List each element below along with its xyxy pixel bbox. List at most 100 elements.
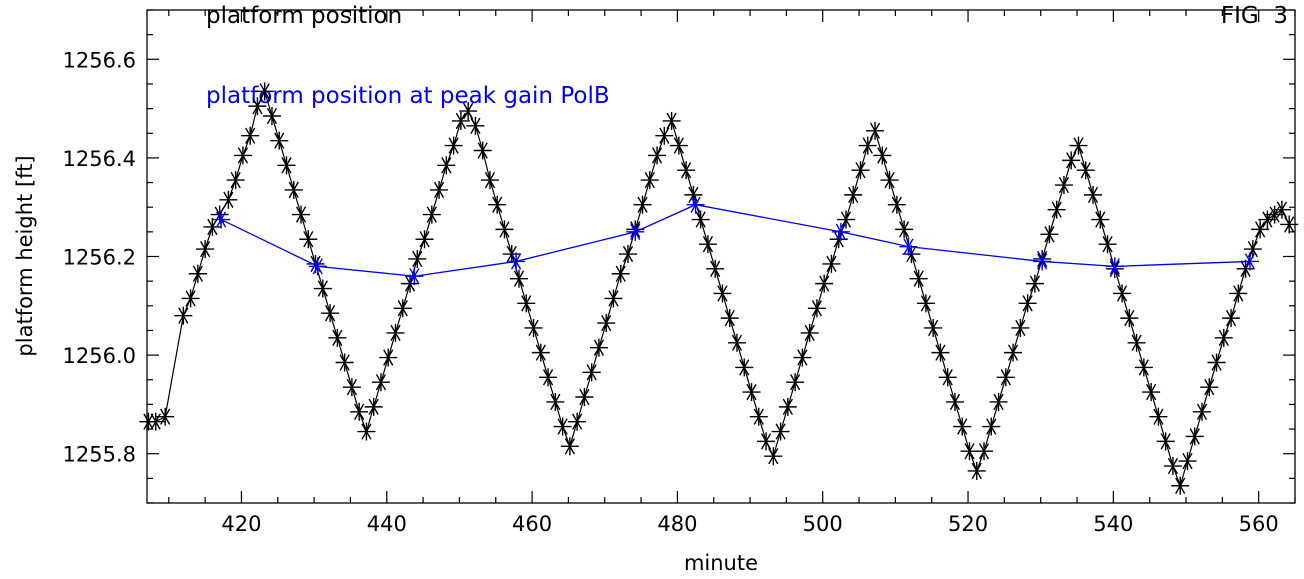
- main-series-point: [975, 442, 994, 461]
- y-tick-label: 1256.0: [63, 344, 136, 368]
- main-series-point: [677, 161, 696, 180]
- main-series-point: [350, 402, 369, 421]
- main-series: [139, 82, 1299, 495]
- main-series-point: [873, 146, 892, 165]
- main-series-point: [691, 210, 710, 229]
- main-series-point: [386, 323, 405, 342]
- peak-series-point: [626, 222, 645, 241]
- main-series-point: [1163, 457, 1182, 476]
- main-series-point: [1054, 176, 1073, 195]
- peak-series-point: [1240, 252, 1259, 271]
- main-series-point: [313, 279, 332, 298]
- main-series-point: [989, 392, 1008, 411]
- main-series-point: [531, 343, 550, 362]
- main-series-point: [633, 195, 652, 214]
- main-series-point: [277, 156, 296, 175]
- peak-series-line: [220, 204, 1250, 277]
- main-series-point: [1192, 402, 1211, 421]
- main-series-point: [662, 111, 681, 130]
- main-series-point: [669, 136, 688, 155]
- x-tick-label: 460: [512, 512, 552, 536]
- main-series-point: [815, 274, 834, 293]
- x-axis-label: minute: [684, 551, 758, 575]
- main-series-point: [328, 328, 347, 347]
- main-series-point: [203, 217, 222, 236]
- main-series-point: [996, 368, 1015, 387]
- main-series-point: [749, 407, 768, 426]
- main-series-point: [967, 461, 986, 480]
- main-series-point: [1069, 136, 1088, 155]
- main-series-point: [188, 264, 207, 283]
- main-series-point: [342, 378, 361, 397]
- peak-series: [212, 195, 1259, 286]
- y-tick-label: 1256.4: [63, 147, 136, 171]
- main-series-point: [568, 412, 587, 431]
- peak-series-point: [1105, 257, 1124, 276]
- main-series-point: [517, 294, 536, 313]
- main-series-point: [858, 136, 877, 155]
- main-series-point: [226, 171, 245, 190]
- main-series-point: [1156, 432, 1175, 451]
- main-series-point: [156, 407, 175, 426]
- peak-series-point: [507, 252, 526, 271]
- main-series-point: [1207, 353, 1226, 372]
- main-series-point: [618, 245, 637, 264]
- main-series-point: [1127, 333, 1146, 352]
- x-tick-label: 500: [803, 512, 843, 536]
- main-series-point: [1178, 452, 1197, 471]
- main-series-point: [335, 353, 354, 372]
- main-series-point: [1098, 235, 1117, 254]
- main-series-point: [1120, 309, 1139, 328]
- x-tick-label: 560: [1239, 512, 1279, 536]
- y-tick-label: 1256.6: [63, 48, 136, 72]
- main-series-point: [589, 338, 608, 357]
- main-series-point: [321, 304, 340, 323]
- main-series-point: [575, 388, 594, 407]
- main-series-point: [284, 180, 303, 199]
- main-series-point: [459, 102, 478, 121]
- main-series-point: [1062, 151, 1081, 170]
- main-series-point: [684, 185, 703, 204]
- main-series-point: [1134, 358, 1153, 377]
- main-series-point: [539, 368, 558, 387]
- y-tick-label: 1255.8: [63, 443, 136, 467]
- figure-label: FIG 3: [1221, 3, 1288, 29]
- main-series-point: [611, 264, 630, 283]
- main-series-point: [422, 205, 441, 224]
- main-series-point: [1011, 318, 1030, 337]
- peak-series-point: [405, 267, 424, 286]
- main-series-point: [262, 106, 281, 125]
- main-series-point: [648, 146, 667, 165]
- main-series-point: [1091, 210, 1110, 229]
- main-series-point: [655, 126, 674, 145]
- main-series-point: [807, 299, 826, 318]
- main-series-point: [1200, 378, 1219, 397]
- main-series-point: [822, 254, 841, 273]
- main-series-point: [553, 417, 572, 436]
- peak-series-point: [686, 195, 705, 214]
- main-series-point: [408, 249, 427, 268]
- x-tick-label: 480: [657, 512, 697, 536]
- main-series-point: [640, 171, 659, 190]
- main-series-point: [1076, 161, 1095, 180]
- main-series-point: [706, 259, 725, 278]
- x-tick-label: 440: [367, 512, 407, 536]
- x-tick-label: 540: [1093, 512, 1133, 536]
- main-series-point: [379, 348, 398, 367]
- main-series-point: [299, 230, 318, 249]
- main-series-point: [720, 309, 739, 328]
- main-series-point: [953, 417, 972, 436]
- main-series-point: [764, 447, 783, 466]
- main-series-point: [466, 116, 485, 135]
- main-series-line: [148, 89, 1290, 488]
- main-series-point: [1185, 427, 1204, 446]
- main-series-point: [866, 121, 885, 140]
- peak-series-point: [308, 257, 327, 276]
- main-series-point: [524, 318, 543, 337]
- main-series-point: [938, 368, 957, 387]
- main-series-point: [1272, 200, 1291, 219]
- main-series-point: [371, 373, 390, 392]
- main-series-point: [357, 422, 376, 441]
- main-series-point: [735, 358, 754, 377]
